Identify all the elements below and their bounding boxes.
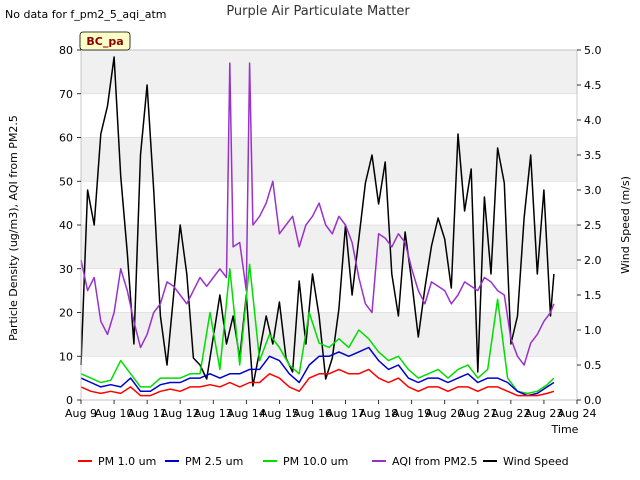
series-line-aqi-from-pm2-5 [80, 62, 555, 366]
y-right-tick-label: 2.5 [584, 219, 602, 232]
y-left-tick-label: 70 [59, 88, 73, 101]
y-left-tick-label: 80 [59, 44, 73, 57]
site-badge: BC_pa [79, 31, 131, 51]
x-tick-label: Aug 23 [524, 407, 563, 420]
y-right-tick-label: 3.5 [584, 149, 602, 162]
x-tick-label: Aug 22 [491, 407, 530, 420]
y-right-tick-label: 1.5 [584, 289, 602, 302]
plot-band [81, 93, 577, 138]
plot-band [81, 268, 577, 313]
badge-text: BC_pa [86, 35, 123, 48]
x-tick-label: Aug 24 [558, 407, 597, 420]
legend: PM 1.0 um PM 2.5 um PM 10.0 um AQI from PM2… [78, 455, 569, 468]
y-right-tick-label: 1.0 [584, 324, 602, 337]
y-left-tick-label: 40 [59, 219, 73, 232]
y-left-tick-label: 0 [66, 394, 73, 407]
plot-band [81, 50, 577, 94]
y-axis-left-label: Particle Density (ug/m3), AQI from PM2.5 [7, 115, 20, 341]
x-tick-label: Aug 21 [458, 407, 497, 420]
x-tick-label: Aug 16 [293, 407, 332, 420]
badge-box [79, 31, 131, 51]
legend-label: Wind Speed [503, 455, 569, 468]
y-right-tick-label: 0.0 [584, 394, 602, 407]
legend-label: AQI from PM2.5 [392, 455, 477, 468]
x-tick-label: Aug 12 [161, 407, 200, 420]
y-right-tick-label: 0.5 [584, 359, 602, 372]
x-axis-label: Time [551, 423, 579, 436]
x-tick-label: Aug 19 [392, 407, 431, 420]
plot-band [81, 225, 577, 269]
plot-band [81, 137, 577, 182]
y-right-tick-label: 3.0 [584, 184, 602, 197]
x-tick-label: Aug 13 [194, 407, 233, 420]
y-axis-right-label: Wind Speed (m/s) [619, 176, 632, 274]
y-axis-right-ticks: 0.0 0.5 1.0 1.5 2.0 2.5 3.0 3.5 4.0 4.5 5.0 [577, 44, 602, 407]
y-left-tick-label: 30 [59, 263, 73, 276]
y-right-tick-label: 4.0 [584, 114, 602, 127]
x-tick-label: Aug 9 [65, 407, 97, 420]
y-left-tick-label: 10 [59, 350, 73, 363]
y-left-tick-label: 50 [59, 175, 73, 188]
x-tick-label: Aug 18 [359, 407, 398, 420]
no-data-note: No data for f_pm2_5_aqi_atm [5, 8, 166, 21]
y-right-tick-label: 5.0 [584, 44, 602, 57]
legend-label: PM 10.0 um [283, 455, 348, 468]
x-tick-label: Aug 10 [95, 407, 134, 420]
series-line-wind-speed [80, 56, 555, 387]
x-tick-label: Aug 11 [128, 407, 167, 420]
series-layer [80, 56, 555, 397]
y-axis-left-ticks: 0 10 20 30 40 50 60 70 80 [59, 44, 81, 407]
series-line-pm-2-5-um [80, 346, 555, 397]
chart-title: Purple Air Particulate Matter [226, 4, 410, 19]
series-line-pm-10-0-um [80, 263, 555, 395]
x-tick-label: Aug 20 [425, 407, 464, 420]
y-right-tick-label: 4.5 [584, 79, 602, 92]
x-tick-label: Aug 15 [260, 407, 299, 420]
legend-label: PM 1.0 um [98, 455, 156, 468]
legend-label: PM 2.5 um [185, 455, 243, 468]
x-tick-label: Aug 17 [326, 407, 365, 420]
x-tick-label: Aug 14 [227, 407, 266, 420]
series-line-pm-1-0-um [80, 368, 555, 397]
y-left-tick-label: 20 [59, 307, 73, 320]
y-right-tick-label: 2.0 [584, 254, 602, 267]
y-left-tick-label: 60 [59, 132, 73, 145]
